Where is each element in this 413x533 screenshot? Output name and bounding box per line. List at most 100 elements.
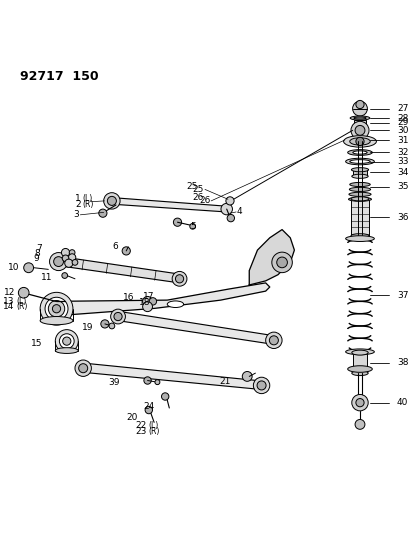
- Bar: [354, 120, 365, 125]
- Ellipse shape: [351, 350, 367, 355]
- Text: 3: 3: [73, 211, 79, 219]
- Circle shape: [173, 218, 181, 227]
- Ellipse shape: [350, 197, 368, 201]
- Text: 17: 17: [143, 292, 154, 301]
- Circle shape: [18, 287, 29, 298]
- Ellipse shape: [40, 317, 73, 325]
- Circle shape: [253, 377, 269, 394]
- Circle shape: [75, 360, 91, 376]
- Circle shape: [99, 209, 107, 217]
- Text: 37: 37: [396, 290, 407, 300]
- Text: 32: 32: [396, 148, 407, 157]
- Text: (L): (L): [148, 421, 159, 430]
- Circle shape: [69, 249, 75, 255]
- Circle shape: [68, 254, 76, 261]
- Text: 36: 36: [396, 213, 407, 222]
- Text: (R): (R): [82, 200, 93, 209]
- Circle shape: [355, 399, 363, 407]
- Circle shape: [189, 223, 195, 229]
- Circle shape: [52, 305, 60, 313]
- Circle shape: [145, 406, 152, 414]
- Polygon shape: [58, 257, 183, 283]
- Text: 9: 9: [33, 254, 39, 263]
- Ellipse shape: [349, 138, 369, 145]
- Circle shape: [50, 253, 67, 271]
- Text: 34: 34: [396, 168, 407, 176]
- Circle shape: [350, 122, 368, 139]
- Circle shape: [24, 263, 33, 273]
- Circle shape: [64, 259, 73, 268]
- Circle shape: [355, 138, 363, 146]
- Text: 10: 10: [8, 263, 19, 272]
- Circle shape: [144, 377, 151, 384]
- Text: 20: 20: [126, 413, 138, 422]
- Text: 38: 38: [396, 358, 407, 367]
- Circle shape: [122, 247, 130, 255]
- Circle shape: [142, 302, 152, 312]
- Polygon shape: [118, 312, 276, 344]
- Circle shape: [59, 334, 74, 349]
- Text: 18: 18: [139, 298, 150, 307]
- Text: 28: 28: [396, 114, 407, 123]
- Circle shape: [78, 364, 88, 373]
- Circle shape: [161, 393, 169, 400]
- Circle shape: [227, 214, 234, 222]
- Circle shape: [62, 273, 67, 278]
- Text: 24: 24: [142, 402, 154, 411]
- Text: 6: 6: [112, 243, 118, 252]
- Bar: [350, 199, 368, 236]
- Ellipse shape: [349, 116, 369, 120]
- Text: 2: 2: [75, 200, 81, 209]
- Ellipse shape: [345, 349, 373, 354]
- Ellipse shape: [345, 236, 373, 241]
- Text: (R): (R): [17, 302, 28, 311]
- Text: 26: 26: [199, 196, 210, 205]
- Circle shape: [109, 323, 114, 329]
- Text: 14: 14: [3, 302, 14, 311]
- Ellipse shape: [55, 348, 78, 353]
- Circle shape: [48, 301, 64, 317]
- Circle shape: [61, 248, 69, 257]
- Circle shape: [142, 296, 152, 306]
- Circle shape: [352, 101, 366, 116]
- Text: 7: 7: [36, 244, 42, 253]
- Ellipse shape: [351, 370, 367, 376]
- Text: (L): (L): [82, 195, 93, 203]
- Text: 40: 40: [396, 398, 407, 407]
- Circle shape: [154, 379, 159, 385]
- Ellipse shape: [349, 160, 369, 163]
- Text: 5: 5: [189, 222, 195, 231]
- Text: 13: 13: [3, 297, 14, 306]
- Polygon shape: [57, 283, 269, 316]
- Circle shape: [172, 271, 187, 286]
- Text: 29: 29: [396, 118, 407, 127]
- Polygon shape: [249, 230, 294, 285]
- Circle shape: [354, 419, 364, 429]
- Bar: [353, 353, 366, 373]
- Circle shape: [269, 336, 278, 345]
- Ellipse shape: [351, 168, 368, 172]
- Text: 92717  150: 92717 150: [19, 70, 98, 84]
- Circle shape: [355, 100, 363, 109]
- Circle shape: [271, 252, 292, 273]
- Circle shape: [72, 260, 78, 265]
- Ellipse shape: [352, 151, 366, 154]
- Circle shape: [62, 255, 69, 262]
- Circle shape: [175, 274, 183, 283]
- Text: 39: 39: [108, 378, 120, 386]
- Circle shape: [103, 193, 120, 209]
- Text: 22: 22: [135, 421, 146, 430]
- Text: 21: 21: [219, 377, 230, 386]
- Text: (L): (L): [17, 297, 27, 306]
- Text: 27: 27: [396, 104, 407, 113]
- Ellipse shape: [349, 182, 369, 187]
- Text: 26: 26: [192, 193, 204, 202]
- Text: 4: 4: [236, 207, 242, 216]
- Circle shape: [256, 381, 266, 390]
- Ellipse shape: [347, 150, 371, 155]
- Circle shape: [101, 320, 109, 328]
- Circle shape: [351, 394, 367, 411]
- Ellipse shape: [351, 174, 367, 179]
- Text: 8: 8: [34, 249, 40, 258]
- Polygon shape: [112, 198, 226, 212]
